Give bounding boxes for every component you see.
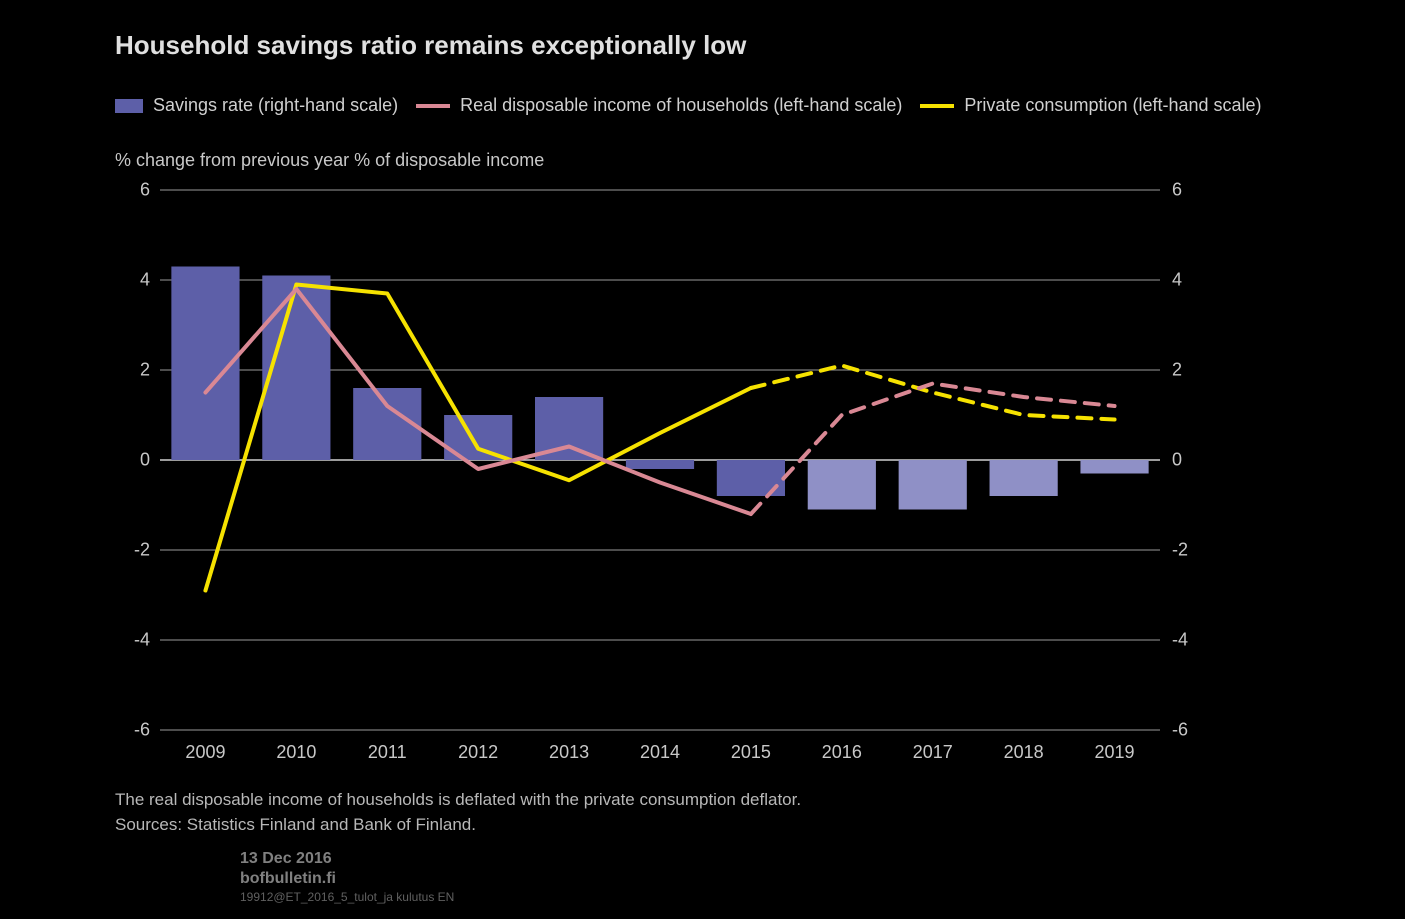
source-line: Sources: Statistics Finland and Bank of … (115, 815, 476, 835)
x-tick-label: 2018 (1004, 742, 1044, 763)
meta-site: bofbulletin.fi (240, 870, 336, 888)
meta-id: 19912@ET_2016_5_tulot_ja kulutus EN (240, 890, 454, 904)
x-tick-label: 2019 (1095, 742, 1135, 763)
y-tick-label-right: -2 (1172, 540, 1222, 561)
y-tick-label: 2 (100, 360, 150, 381)
legend-label: Private consumption (left-hand scale) (964, 95, 1261, 116)
y-tick-label-right: 4 (1172, 270, 1222, 291)
legend-label: Savings rate (right-hand scale) (153, 95, 398, 116)
y-tick-label: 4 (100, 270, 150, 291)
legend-item-savings: Savings rate (right-hand scale) (115, 95, 398, 116)
y-tick-label-right: -6 (1172, 720, 1222, 741)
meta-date: 13 Dec 2016 (240, 850, 332, 868)
x-tick-label: 2011 (368, 742, 407, 763)
x-tick-label: 2015 (731, 742, 771, 763)
x-tick-label: 2014 (640, 742, 680, 763)
y-tick-label-right: 2 (1172, 360, 1222, 381)
y-tick-label: 0 (100, 450, 150, 471)
chart-title: Household savings ratio remains exceptio… (115, 30, 746, 61)
y-tick-label-right: 6 (1172, 180, 1222, 201)
y-tick-label-right: 0 (1172, 450, 1222, 471)
legend: Savings rate (right-hand scale) Real dis… (115, 95, 1262, 116)
legend-swatch-line (920, 104, 954, 108)
y-tick-label: -6 (100, 720, 150, 741)
chart-container: Household savings ratio remains exceptio… (0, 0, 1405, 919)
x-tick-label: 2012 (458, 742, 498, 763)
plot-area (160, 190, 1160, 730)
y-tick-label-right: -4 (1172, 630, 1222, 651)
plot-svg (160, 190, 1160, 730)
legend-item-income: Real disposable income of households (le… (416, 95, 902, 116)
x-tick-label: 2009 (185, 742, 225, 763)
legend-swatch-bar (115, 99, 143, 113)
x-tick-label: 2017 (913, 742, 953, 763)
y-tick-label: 6 (100, 180, 150, 201)
axis-title: % change from previous year % of disposa… (115, 150, 544, 171)
legend-item-consumption: Private consumption (left-hand scale) (920, 95, 1261, 116)
legend-swatch-line (416, 104, 450, 108)
x-tick-label: 2010 (276, 742, 316, 763)
y-tick-label: -4 (100, 630, 150, 651)
footnote: The real disposable income of households… (115, 790, 801, 810)
y-tick-label: -2 (100, 540, 150, 561)
x-tick-label: 2016 (822, 742, 862, 763)
legend-label: Real disposable income of households (le… (460, 95, 902, 116)
x-tick-label: 2013 (549, 742, 589, 763)
